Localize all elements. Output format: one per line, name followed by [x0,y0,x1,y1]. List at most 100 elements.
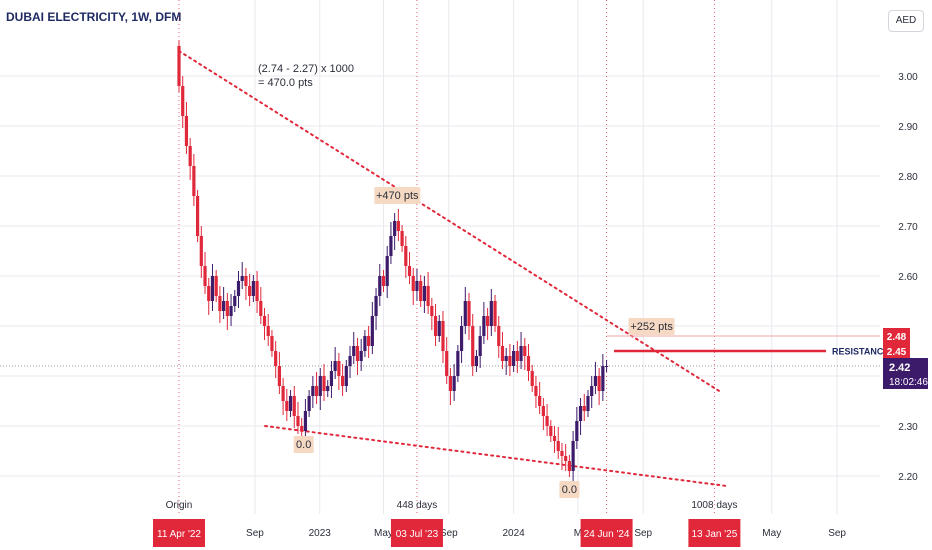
candle [441,321,445,351]
candle [184,116,189,146]
candle [270,336,274,351]
candle [474,356,479,366]
candle [288,396,293,411]
label-470-pts: +470 pts [376,190,419,202]
countdown-timer: 18:02:46 [889,377,928,388]
candle [311,386,315,396]
candle [181,86,185,116]
candle [218,296,222,311]
candle [210,276,215,301]
date-caption: 448 days [397,500,438,511]
zero-label-2: 0.0 [562,484,577,496]
date-badge-bg [580,519,633,547]
candle [433,316,438,336]
candle [593,376,598,386]
candle [523,346,527,356]
candle [590,386,594,396]
candle [277,366,281,386]
candle [281,386,285,401]
candle [482,316,486,336]
upper-trendline [178,50,721,392]
candle [530,371,534,386]
calc-line-1: (2.74 - 2.27) x 1000 [258,63,355,75]
x-tick-label: 2023 [309,528,332,539]
x-tick-label: Sep [440,528,458,539]
candle [385,256,389,286]
candle [575,421,579,441]
candle [244,276,248,286]
candle [504,356,508,361]
candle [344,366,348,386]
candle [493,301,497,326]
candle [404,246,408,266]
x-tick-label: May [762,528,781,539]
candle [463,301,467,326]
candle [262,316,267,326]
candle [571,441,575,471]
candle [378,276,382,296]
price-badge-resistance-bg [883,343,910,359]
last-price-badge-bg [883,358,928,389]
candle [355,346,360,361]
candle [430,306,434,316]
y-tick-label: 2.20 [898,472,918,483]
candle [545,416,549,426]
candle [560,451,564,456]
candle [333,361,337,371]
candle [322,376,326,391]
candle [240,276,244,281]
candle [552,436,557,441]
y-tick-label: 2.90 [898,122,918,133]
candle [407,266,412,276]
candle [303,411,308,431]
candle [508,356,512,366]
candle [601,366,605,391]
candle [586,396,590,411]
candle [225,301,229,316]
candle [274,351,278,366]
candle [367,336,371,346]
candle [359,351,363,361]
calc-line-2: = 470.0 pts [258,77,313,89]
date-badge: 11 Apr '22 [157,529,201,540]
candle [340,376,345,386]
x-tick-label: Sep [828,528,846,539]
candle [456,351,460,376]
candle [549,426,553,436]
candle [307,396,311,411]
candle [314,386,319,396]
candle [411,276,415,291]
candle [195,196,200,236]
candle [318,376,322,396]
candle [374,296,378,316]
candle [497,326,501,346]
y-tick-label: 3.00 [898,72,918,83]
candle [352,346,356,356]
y-tick-label: 2.30 [898,422,918,433]
candle [512,351,516,366]
candle [214,276,218,296]
candle [266,326,270,336]
candle [582,406,586,411]
date-caption: 1008 days [691,500,737,511]
candle [556,441,560,451]
candle [445,351,449,376]
candle [192,166,196,196]
zero-label-1-bg [293,436,314,453]
candle [207,286,211,301]
price-badge-2-48-bg [883,328,910,344]
candle [452,376,456,391]
chart-title: DUBAI ELECTRICITY, 1W, DFM [6,10,182,24]
candle [597,376,601,391]
candle [337,361,341,376]
candle [500,346,505,361]
date-caption: Origin [166,500,193,511]
y-tick-label: 2.70 [898,222,918,233]
label-252-pts-bg [628,318,675,335]
date-badge: 03 Jul '23 [396,529,439,540]
currency-button[interactable]: AED [888,10,924,32]
candle [419,281,423,301]
candle [489,301,493,326]
